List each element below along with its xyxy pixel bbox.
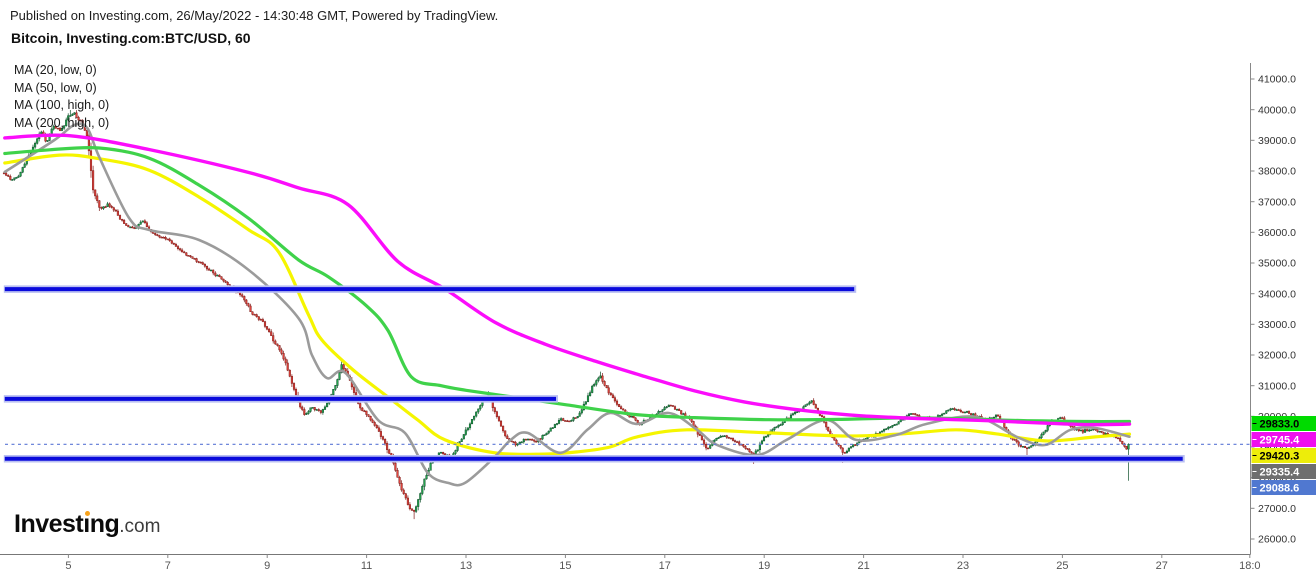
time-axis: 5 7 9 11 13 15 17 19 21 23 25 27 18:0 <box>0 554 1261 572</box>
investing-logo-brand: Investı ng <box>14 510 120 538</box>
500-ma-line <box>3 153 1132 456</box>
ma-legend-item: MA (20, low, 0) <box>14 63 97 77</box>
time-tick-label: 13 <box>460 560 472 572</box>
200-ma-line <box>3 122 1131 487</box>
price-tick-label: 38000.0 <box>1258 166 1296 178</box>
investing-logo: Investı ng.com <box>14 510 160 539</box>
time-tick-label: 27 <box>1156 560 1168 572</box>
svg-text:29833.0: 29833.0 <box>1260 418 1300 430</box>
svg-text:29420.3: 29420.3 <box>1260 450 1300 462</box>
investing-logo-suffix: .com <box>119 516 161 537</box>
price-tag: 29745.4 <box>1251 432 1316 447</box>
ma-legend-item: MA (100, high, 0) <box>14 98 110 112</box>
price-tick-label: 37000.0 <box>1258 196 1296 208</box>
time-tick-label: 5 <box>65 560 71 572</box>
price-tick-label: 31000.0 <box>1258 380 1296 392</box>
time-tick-label: 9 <box>264 560 270 572</box>
price-tick-label: 35000.0 <box>1258 258 1296 270</box>
price-tick-label: 33000.0 <box>1258 319 1296 331</box>
time-tick-label: 19 <box>758 560 770 572</box>
logo-orange-dot <box>84 511 90 516</box>
ma-legend-item: MA (50, low, 0) <box>14 80 97 95</box>
time-tick-label: 25 <box>1056 560 1068 572</box>
ma-legend: MA (20, low, 0) MA (50, low, 0) MA (100,… <box>14 62 109 132</box>
2000-ma-line <box>3 133 1132 427</box>
1000-ma-line <box>3 145 1132 424</box>
price-tick-label: 36000.0 <box>1258 227 1296 239</box>
price-tick-label: 27000.0 <box>1258 503 1296 515</box>
price-tag: 29833.0 <box>1251 416 1316 431</box>
time-tick-label: 23 <box>957 560 969 572</box>
price-tag: 29088.6 <box>1251 480 1316 495</box>
price-tags: 29833.0 29745.4 29420.3 29335.4 29088.6 <box>1251 416 1316 495</box>
price-tick-label: 39000.0 <box>1258 135 1296 147</box>
time-tick-label: 17 <box>659 560 671 572</box>
price-tick-label: 40000.0 <box>1258 104 1296 116</box>
svg-text:29745.4: 29745.4 <box>1260 434 1301 446</box>
price-tick-label: 26000.0 <box>1258 534 1296 546</box>
chart-title: Bitcoin, Investing.com:BTC/USD, 60 <box>11 30 251 46</box>
time-tick-label: 18:0 <box>1239 560 1260 572</box>
time-tick-label: 21 <box>857 560 869 572</box>
price-tag: 29335.4 <box>1251 464 1316 479</box>
time-tick-label: 15 <box>559 560 571 572</box>
price-tag: 29420.3 <box>1251 448 1316 463</box>
time-tick-label: 7 <box>165 560 171 572</box>
ma-legend-item: MA (200, high, 0) <box>14 115 110 130</box>
price-tick-label: 41000.0 <box>1258 74 1296 86</box>
price-tick-label: 32000.0 <box>1258 350 1296 362</box>
svg-text:29335.4: 29335.4 <box>1260 466 1301 478</box>
price-tick-label: 34000.0 <box>1258 288 1296 300</box>
publish-info: Published on Investing.com, 26/May/2022 … <box>10 8 499 23</box>
svg-text:29088.6: 29088.6 <box>1260 482 1300 494</box>
time-tick-label: 11 <box>361 560 372 572</box>
